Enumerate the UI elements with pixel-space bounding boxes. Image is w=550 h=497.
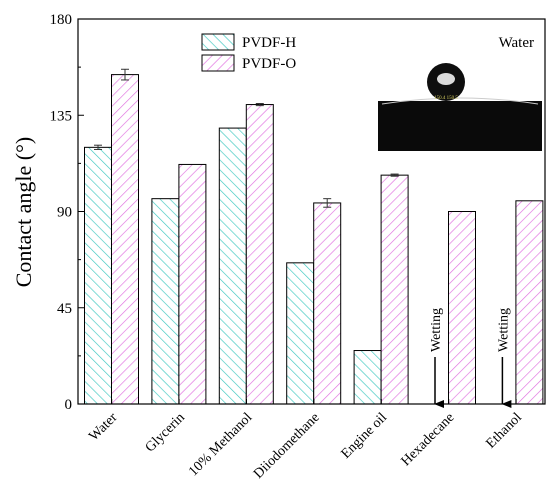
bar-pvdf-h-2 <box>218 127 247 405</box>
inset-label: Water <box>499 35 534 51</box>
y-tick-label: 90 <box>57 205 72 221</box>
legend-swatch-pvdf-o <box>201 54 235 72</box>
bar-pvdf-h-1 <box>151 198 180 405</box>
bar-pvdf-h-0 <box>84 146 112 405</box>
y-axis-ticks: 0 45 90 135 180 <box>50 12 84 413</box>
bar-pvdf-o-2 <box>245 104 274 405</box>
y-tick-label: 180 <box>50 12 73 28</box>
inset-photo: 150.4 150.5 Water <box>378 27 542 151</box>
inset-readout: 150.4 150.5 <box>434 96 458 101</box>
x-tick-label: Diiodomethane <box>251 410 323 482</box>
legend: PVDF-H PVDF-O <box>201 33 296 72</box>
x-tick-label: Hexadecane <box>399 410 458 469</box>
x-tick-label: Water <box>87 410 121 444</box>
wetting-annotation: Wetting <box>496 308 511 352</box>
bar-pvdf-o-4 <box>380 174 409 405</box>
inset-substrate <box>378 101 542 151</box>
bar-pvdf-o-0 <box>111 74 139 405</box>
x-tick-label: 10% Methanol <box>186 410 255 479</box>
plot-frame <box>77 18 546 405</box>
bar-pvdf-h-3 <box>286 262 315 405</box>
y-tick-label: 135 <box>50 108 73 124</box>
bar-pvdf-o-5 <box>448 211 476 405</box>
legend-label-pvdf-o: PVDF-O <box>242 56 296 72</box>
y-tick-label: 45 <box>57 301 72 317</box>
legend-label-pvdf-h: PVDF-H <box>242 35 296 51</box>
bar-pvdf-o-6 <box>515 200 544 405</box>
bar-pvdf-h-4 <box>353 350 382 405</box>
annotations-layer: Wetting Wetting <box>429 308 512 408</box>
x-tick-label: Glycerin <box>143 410 188 455</box>
x-tick-label: Engine oil <box>339 410 391 462</box>
bar-pvdf-o-3 <box>313 202 342 405</box>
bar-pvdf-o-1 <box>178 163 207 405</box>
error-bars-layer <box>94 68 399 208</box>
wetting-annotation: Wetting <box>429 308 444 352</box>
y-tick-label: 0 <box>65 397 73 413</box>
y-axis-label: Contact angle (°) <box>11 137 36 288</box>
x-tick-label: Ethanol <box>484 410 525 451</box>
legend-swatch-pvdf-h <box>201 33 235 51</box>
